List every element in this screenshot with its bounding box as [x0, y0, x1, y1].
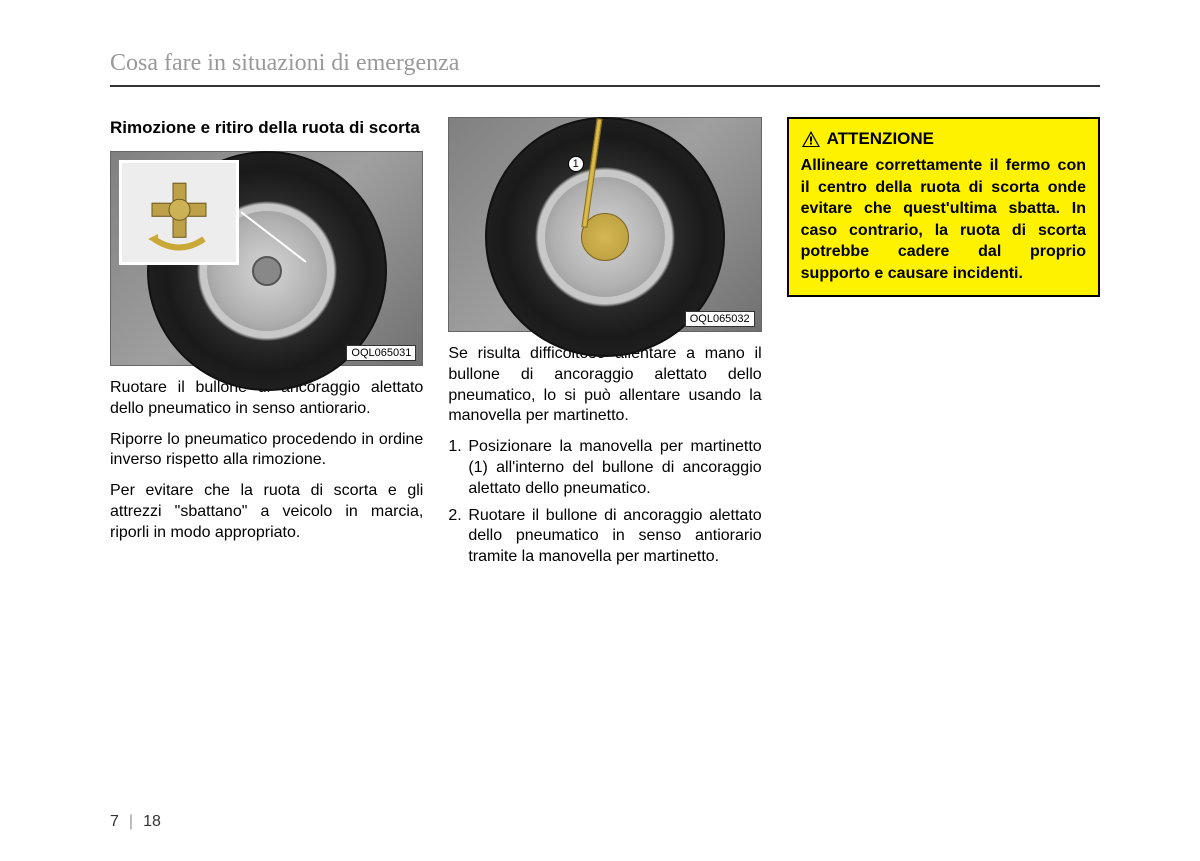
col1-p2: Riporre lo pneumatico procedendo in ordi…: [110, 430, 423, 472]
figure-2: 1 OQL065032: [448, 117, 761, 332]
figure-1: OQL065031: [110, 151, 423, 366]
wheel-hub: [252, 256, 282, 286]
page-footer: 7 | 18: [110, 813, 161, 831]
arrow-curve-icon: [144, 234, 214, 254]
footer-separator: |: [129, 813, 133, 831]
chapter-title: Cosa fare in situazioni di emergenza: [110, 50, 1100, 77]
col2-step-2: Ruotare il bullone di ancoraggio alettat…: [448, 506, 761, 568]
bolt-icon: [152, 182, 207, 237]
column-2: 1 OQL065032 Se risulta difficoltoso alle…: [448, 117, 761, 574]
column-1: Rimozione e ritiro della ruota di scorta: [110, 117, 423, 574]
content-columns: Rimozione e ritiro della ruota di scorta: [110, 117, 1100, 574]
figure-2-label: OQL065032: [685, 311, 755, 327]
col1-subheading: Rimozione e ritiro della ruota di scorta: [110, 117, 423, 139]
warning-title-row: ATTENZIONE: [801, 129, 1086, 149]
bolt-cap: [168, 199, 190, 221]
callout-1: 1: [568, 156, 584, 172]
col2-step-1: Posizionare la manovella per martinetto …: [448, 437, 761, 499]
figure-1-label: OQL065031: [346, 345, 416, 361]
section-number: 7: [110, 813, 119, 831]
warning-title-text: ATTENZIONE: [827, 129, 934, 149]
page-header: Cosa fare in situazioni di emergenza: [110, 50, 1100, 87]
column-3: ATTENZIONE Allineare correttamente il fe…: [787, 117, 1100, 574]
warning-triangle-icon: [801, 130, 821, 148]
inset-detail: [119, 160, 239, 265]
wheel-center-2: [545, 177, 665, 297]
col2-steps: Posizionare la manovella per martinetto …: [448, 437, 761, 568]
col1-p3: Per evitare che la ruota di scorta e gli…: [110, 481, 423, 543]
page-number: 18: [143, 813, 161, 831]
warning-body: Allineare correttamente il fermo con il …: [801, 155, 1086, 285]
warning-box: ATTENZIONE Allineare correttamente il fe…: [787, 117, 1100, 297]
header-rule: [110, 85, 1100, 87]
